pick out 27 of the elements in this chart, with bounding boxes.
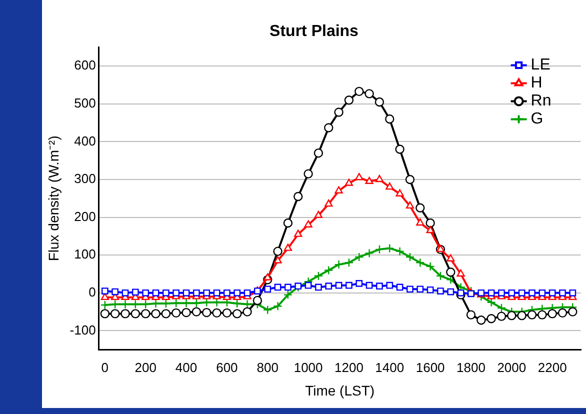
y-tick-label: 0	[88, 284, 96, 300]
y-tick-label: 400	[74, 133, 96, 148]
x-tick-label: 800	[256, 360, 278, 375]
x-tick-label: 1000	[294, 360, 323, 375]
x-tick-label: 1400	[375, 360, 404, 375]
x-tick-label: 2000	[497, 360, 526, 375]
y-tick-label: 100	[74, 246, 96, 262]
x-tick-label: 2200	[538, 360, 567, 375]
x-tick-label: 200	[134, 360, 156, 375]
y-tick-label: 500	[74, 95, 96, 110]
legend-label: G	[530, 110, 544, 128]
y-tick-label: 200	[74, 208, 96, 224]
y-axis-title: Flux density (W.m⁻²)	[45, 136, 62, 262]
x-tick-label: 400	[175, 360, 198, 375]
x-tick-label: 1800	[456, 360, 486, 375]
y-tick-label: 300	[74, 171, 96, 186]
legend-label: H	[530, 74, 542, 92]
x-tick-label: 0	[101, 360, 109, 375]
x-axis-title: Time (LST)	[305, 382, 375, 398]
legend-label: Rn	[530, 92, 552, 110]
x-tick-label: 600	[216, 360, 238, 375]
x-tick-label: 1200	[334, 360, 364, 375]
y-tick-label: 600	[74, 58, 96, 73]
chart-title: Sturt Plains	[270, 23, 359, 40]
legend-label: LE	[530, 56, 550, 74]
y-tick-label: -100	[70, 322, 96, 338]
x-tick-label: 1600	[416, 360, 445, 375]
